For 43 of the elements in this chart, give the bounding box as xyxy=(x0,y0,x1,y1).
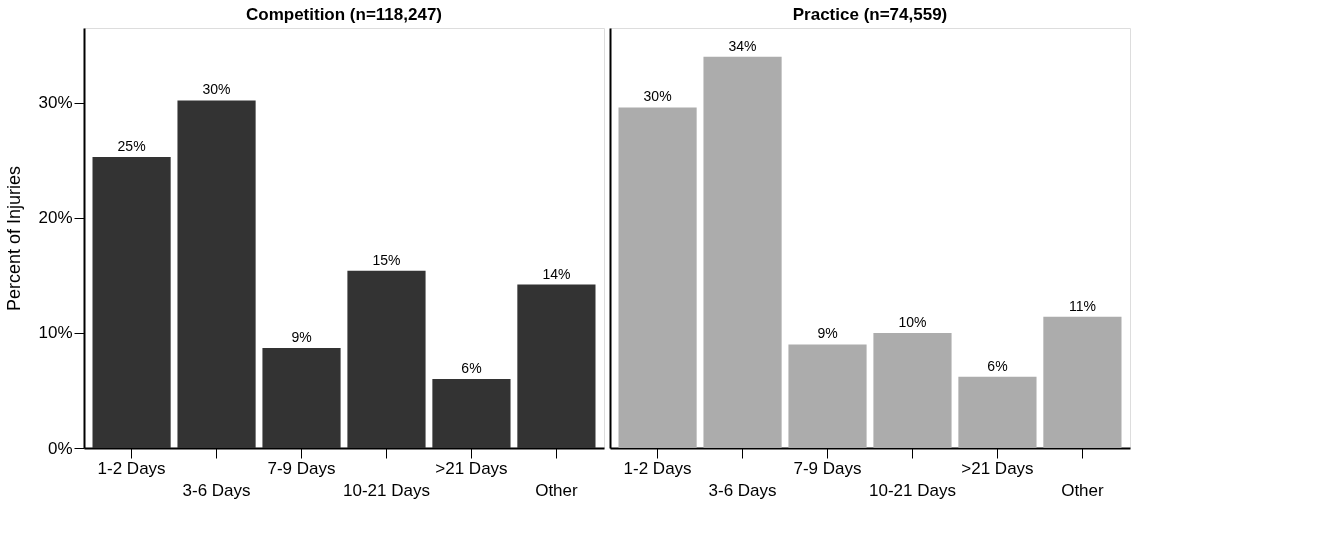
data-label: 30% xyxy=(643,88,672,105)
x-tick-label: 10-21 Days xyxy=(869,480,956,500)
bar xyxy=(177,100,256,448)
x-tick-label: 1-2 Days xyxy=(97,458,166,478)
data-label: 34% xyxy=(728,37,757,54)
y-tick-label: 20% xyxy=(38,208,73,228)
bar xyxy=(1043,316,1122,448)
x-tick-label: 10-21 Days xyxy=(343,480,430,500)
data-label: 6% xyxy=(461,359,482,376)
y-axis-title: Percent of Injuries xyxy=(4,165,25,312)
data-label: 25% xyxy=(117,137,146,154)
data-label: 6% xyxy=(987,357,1008,374)
x-tick-label: Other xyxy=(535,480,579,500)
data-label: 9% xyxy=(291,328,312,345)
data-label: 15% xyxy=(372,251,401,268)
bar xyxy=(958,376,1037,448)
y-tick-label: 10% xyxy=(38,323,73,343)
bar xyxy=(92,156,171,448)
x-tick-label: 7-9 Days xyxy=(793,458,862,478)
data-label: 30% xyxy=(202,81,231,98)
bar xyxy=(347,270,426,448)
y-tick-label: 30% xyxy=(38,93,73,113)
bar xyxy=(788,344,867,448)
x-tick-label: 1-2 Days xyxy=(623,458,692,478)
bar xyxy=(703,56,782,448)
x-tick-label: 3-6 Days xyxy=(708,480,777,500)
x-tick-label: >21 Days xyxy=(961,458,1034,478)
data-label: 10% xyxy=(898,313,927,330)
bar xyxy=(618,107,697,448)
data-label: 11% xyxy=(1068,297,1096,314)
bar xyxy=(517,284,596,448)
x-tick-label: Other xyxy=(1061,480,1105,500)
bar xyxy=(432,378,511,448)
chart-title: Practice (n=74,559) xyxy=(792,5,948,24)
data-label: 9% xyxy=(817,325,838,342)
x-tick-label: >21 Days xyxy=(435,458,508,478)
y-tick-label: 0% xyxy=(47,438,73,458)
x-tick-label: 7-9 Days xyxy=(267,458,336,478)
x-tick-label: 3-6 Days xyxy=(182,480,251,500)
data-label: 14% xyxy=(542,265,571,282)
bar xyxy=(262,347,341,448)
chart-title: Competition (n=118,247) xyxy=(245,5,443,24)
bar xyxy=(873,332,952,448)
